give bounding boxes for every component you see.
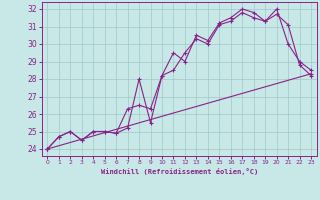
X-axis label: Windchill (Refroidissement éolien,°C): Windchill (Refroidissement éolien,°C) <box>100 168 258 175</box>
